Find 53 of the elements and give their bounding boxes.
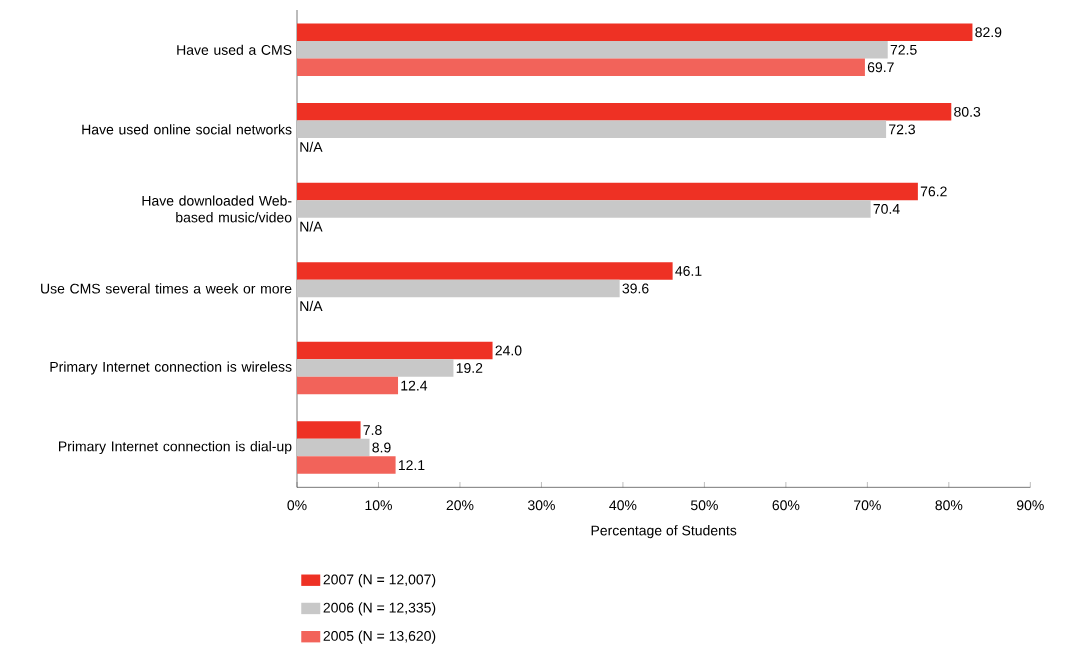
bar — [297, 359, 454, 377]
data-label: 69.7 — [867, 62, 894, 73]
bar — [297, 182, 918, 201]
data-label: 39.6 — [622, 283, 649, 294]
legend-label: 2007 (N = 12,007) — [323, 574, 436, 588]
x-tick-label: 20% — [446, 500, 474, 511]
bar — [297, 438, 370, 457]
data-label: 19.2 — [456, 363, 483, 373]
x-tick-label: 0% — [287, 500, 307, 511]
data-label: 70.4 — [873, 203, 900, 214]
data-label: 46.1 — [675, 266, 702, 276]
y-tick-label: Have used a CMS — [177, 44, 292, 55]
text: N/A — [300, 221, 323, 232]
bar — [297, 456, 396, 474]
data-label: 76.2 — [920, 186, 947, 197]
data-label: 12.4 — [401, 380, 428, 391]
x-tick-label: 90% — [1016, 500, 1044, 511]
bar — [297, 58, 865, 77]
x-tick-label: 40% — [609, 500, 637, 511]
y-tick-label: Use CMS several times a week or more — [41, 283, 292, 294]
data-label: 12.1 — [398, 460, 425, 470]
bar — [297, 376, 399, 395]
data-label: 24.0 — [495, 345, 522, 356]
x-tick-label: 50% — [690, 500, 718, 511]
y-tick-label: Primary Internet connection is dial-up — [59, 441, 292, 455]
bar — [297, 262, 673, 280]
data-label: 7.8 — [363, 425, 382, 436]
data-label: 72.5 — [890, 44, 917, 55]
legend-label: 2006 (N = 12,335) — [323, 602, 436, 616]
bar — [297, 279, 620, 298]
bar — [297, 103, 952, 121]
y-tick-label: Primary Internet connection is wireless — [50, 361, 292, 375]
text: N/A — [300, 300, 323, 312]
data-label: 80.3 — [954, 106, 981, 117]
x-tick-label: 60% — [772, 500, 800, 511]
bar — [297, 41, 888, 59]
legend-label: 2005 (N = 13,620) — [323, 630, 436, 644]
data-label: 82.9 — [975, 27, 1002, 38]
x-tick-label: 30% — [527, 500, 555, 511]
bar — [297, 23, 973, 42]
x-tick-label: 10% — [365, 500, 392, 511]
x-tick-label: 80% — [935, 500, 963, 511]
data-label: 72.3 — [889, 124, 915, 135]
data-label: 8.9 — [372, 442, 391, 453]
text: N/A — [300, 141, 323, 152]
y-tick-label: Have downloaded Web-based music/video — [142, 195, 292, 223]
y-tick-label: Have used online social networks — [82, 124, 292, 135]
bar — [297, 421, 361, 439]
x-tick-label: 70% — [854, 500, 881, 511]
x-axis-title: Percentage of Students — [591, 525, 737, 539]
bar — [297, 341, 493, 360]
bar — [297, 120, 887, 139]
bar — [297, 200, 871, 218]
